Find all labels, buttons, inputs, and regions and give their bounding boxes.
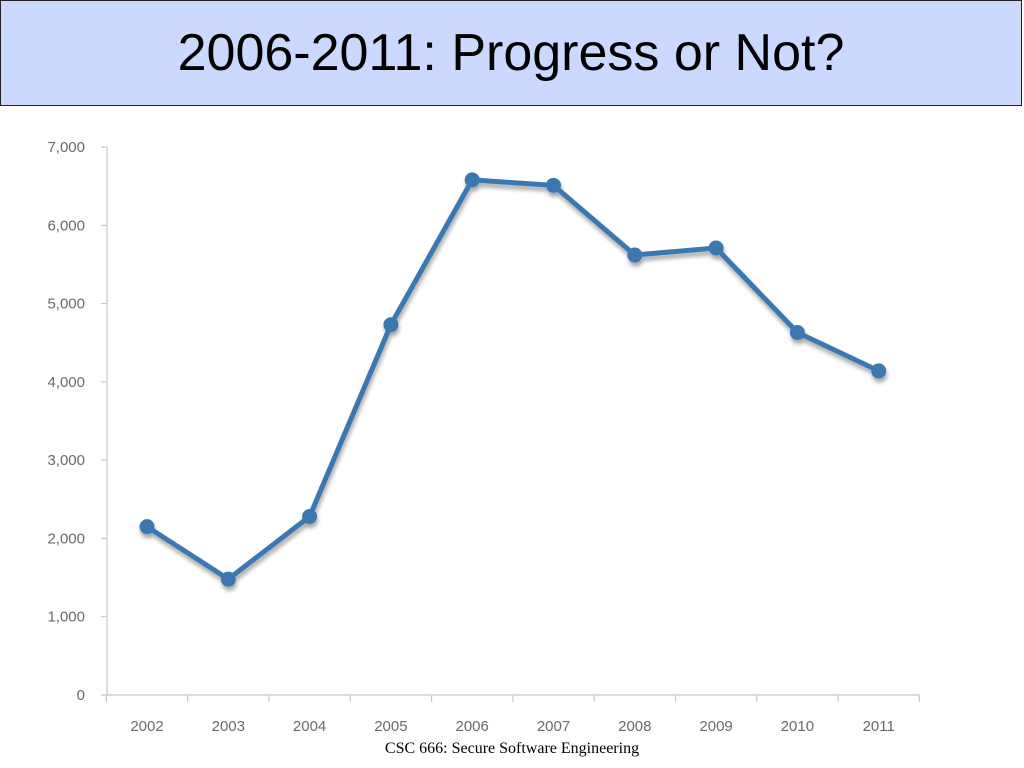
x-tick-label: 2010 <box>781 718 814 735</box>
data-point-2004 <box>302 509 318 525</box>
slide-footer: CSC 666: Secure Software Engineering <box>384 740 640 757</box>
line-chart: 0 1,000 2,000 3,000 4,000 5,000 6,000 7,000 200… <box>47 139 920 735</box>
x-tick-label: 2002 <box>130 718 163 735</box>
x-tick-label: 2004 <box>293 718 326 735</box>
data-point-2010 <box>789 325 805 341</box>
x-tick-label: 2007 <box>537 718 570 735</box>
data-point-2003 <box>220 571 236 587</box>
x-tick-label: 2008 <box>618 718 651 735</box>
x-tick-label: 2006 <box>456 718 489 735</box>
x-tick-label: 2003 <box>212 718 245 735</box>
x-tick-label: 2011 <box>863 718 895 735</box>
y-tick-label: 0 <box>77 687 85 704</box>
y-axis: 0 1,000 2,000 3,000 4,000 5,000 6,000 7,000 <box>47 139 108 704</box>
x-tick-label: 2009 <box>699 718 732 735</box>
title-bar: 2006-2011: Progress or Not? <box>0 0 1022 106</box>
y-tick-label: 7,000 <box>47 139 85 156</box>
series-line-group <box>139 172 887 587</box>
data-point-2006 <box>464 172 480 188</box>
x-tick-label: 2005 <box>374 718 407 735</box>
y-tick-label: 1,000 <box>47 609 85 626</box>
y-tick-label: 4,000 <box>47 374 85 391</box>
y-tick-label: 2,000 <box>47 530 85 547</box>
x-axis: 2002 2003 2004 2005 2006 2007 2008 2009 2010 2011 <box>105 694 920 735</box>
data-point-2011 <box>871 363 887 379</box>
data-point-2005 <box>383 317 399 333</box>
y-tick-label: 6,000 <box>47 217 85 234</box>
data-point-2002 <box>139 519 155 535</box>
data-point-2009 <box>708 240 724 256</box>
y-tick-label: 3,000 <box>47 452 85 469</box>
data-point-2007 <box>546 177 561 193</box>
data-point-2008 <box>627 247 643 263</box>
series-line <box>144 177 882 582</box>
slide-title: 2006-2011: Progress or Not? <box>177 24 845 82</box>
y-tick-label: 5,000 <box>47 296 85 313</box>
